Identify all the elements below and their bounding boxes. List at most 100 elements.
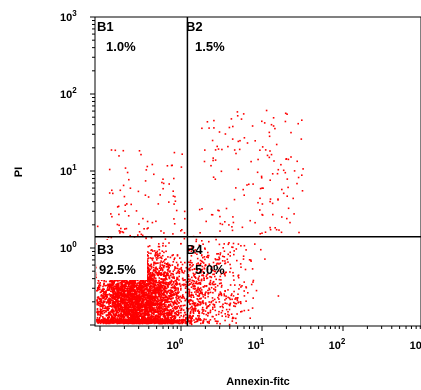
data-point	[169, 322, 171, 325]
data-point	[108, 322, 111, 325]
data-point	[157, 290, 160, 293]
data-point	[151, 285, 153, 287]
data-point	[144, 321, 146, 323]
data-point	[159, 303, 161, 306]
data-point	[190, 321, 192, 324]
data-point	[138, 309, 141, 311]
data-point	[159, 317, 161, 319]
data-point	[133, 314, 136, 316]
data-point	[121, 285, 124, 288]
data-point	[133, 306, 135, 308]
data-point	[183, 270, 186, 272]
data-point	[119, 288, 122, 291]
data-point	[128, 292, 130, 294]
data-point	[160, 273, 162, 276]
data-point	[182, 318, 184, 321]
data-point	[140, 287, 143, 289]
data-point	[152, 315, 155, 318]
data-point	[152, 309, 154, 312]
data-point	[196, 294, 199, 297]
data-point	[182, 296, 185, 298]
data-point	[174, 266, 176, 268]
data-point	[236, 313, 238, 315]
data-point	[196, 304, 199, 307]
data-point	[158, 277, 161, 279]
data-point	[125, 285, 127, 288]
data-point	[126, 307, 128, 309]
data-point	[132, 316, 134, 319]
data-point	[152, 278, 155, 281]
data-point	[123, 280, 126, 282]
data-point	[125, 298, 128, 300]
data-point	[148, 305, 151, 308]
data-point	[147, 257, 150, 259]
data-point	[145, 287, 148, 290]
data-point	[132, 312, 135, 315]
data-point	[161, 268, 164, 271]
data-point	[152, 302, 155, 305]
data-point	[177, 295, 179, 297]
data-point	[234, 305, 237, 308]
data-point	[160, 287, 162, 290]
data-point	[194, 282, 197, 285]
data-point	[125, 288, 128, 290]
data-point	[205, 313, 208, 316]
data-point	[199, 304, 201, 306]
data-point	[140, 316, 143, 318]
data-point	[174, 311, 177, 314]
data-point	[153, 280, 156, 282]
data-point	[115, 314, 117, 316]
data-point	[169, 264, 172, 267]
data-point	[162, 242, 164, 245]
data-point	[170, 286, 173, 289]
data-point	[134, 282, 137, 284]
data-point	[153, 296, 156, 298]
data-point	[166, 309, 168, 311]
data-point	[196, 257, 199, 260]
data-point	[121, 231, 124, 233]
data-point	[133, 290, 135, 292]
data-point	[166, 269, 169, 271]
data-point	[157, 253, 159, 255]
data-point	[183, 314, 185, 317]
data-point	[128, 296, 131, 298]
data-point	[142, 305, 144, 307]
data-point	[161, 254, 164, 257]
data-point	[188, 294, 191, 296]
data-point	[147, 319, 150, 322]
data-point	[113, 297, 115, 299]
data-point	[145, 317, 147, 320]
data-point	[142, 315, 144, 317]
data-point	[152, 282, 155, 284]
data-point	[125, 320, 128, 322]
data-point	[190, 255, 193, 257]
data-point	[148, 309, 151, 311]
data-point	[116, 279, 118, 281]
data-point	[128, 290, 131, 293]
data-point	[165, 283, 167, 285]
data-point	[120, 283, 123, 285]
data-point	[182, 304, 184, 307]
data-point	[149, 277, 151, 279]
data-point	[122, 293, 125, 295]
data-point	[159, 318, 162, 321]
data-point	[111, 309, 113, 312]
data-point	[117, 308, 120, 311]
data-point	[99, 282, 101, 284]
data-point	[150, 308, 153, 310]
data-point	[141, 317, 143, 319]
data-point	[110, 314, 113, 316]
data-point	[177, 263, 179, 266]
data-point	[173, 292, 175, 295]
data-point	[160, 294, 163, 297]
data-point	[174, 305, 177, 308]
data-point	[135, 303, 138, 306]
data-point	[154, 291, 157, 293]
data-point	[136, 292, 138, 294]
data-point	[101, 319, 104, 321]
data-point	[130, 308, 133, 311]
data-point	[176, 281, 178, 284]
data-point	[153, 304, 156, 307]
data-point	[143, 311, 146, 313]
data-point	[99, 311, 102, 313]
